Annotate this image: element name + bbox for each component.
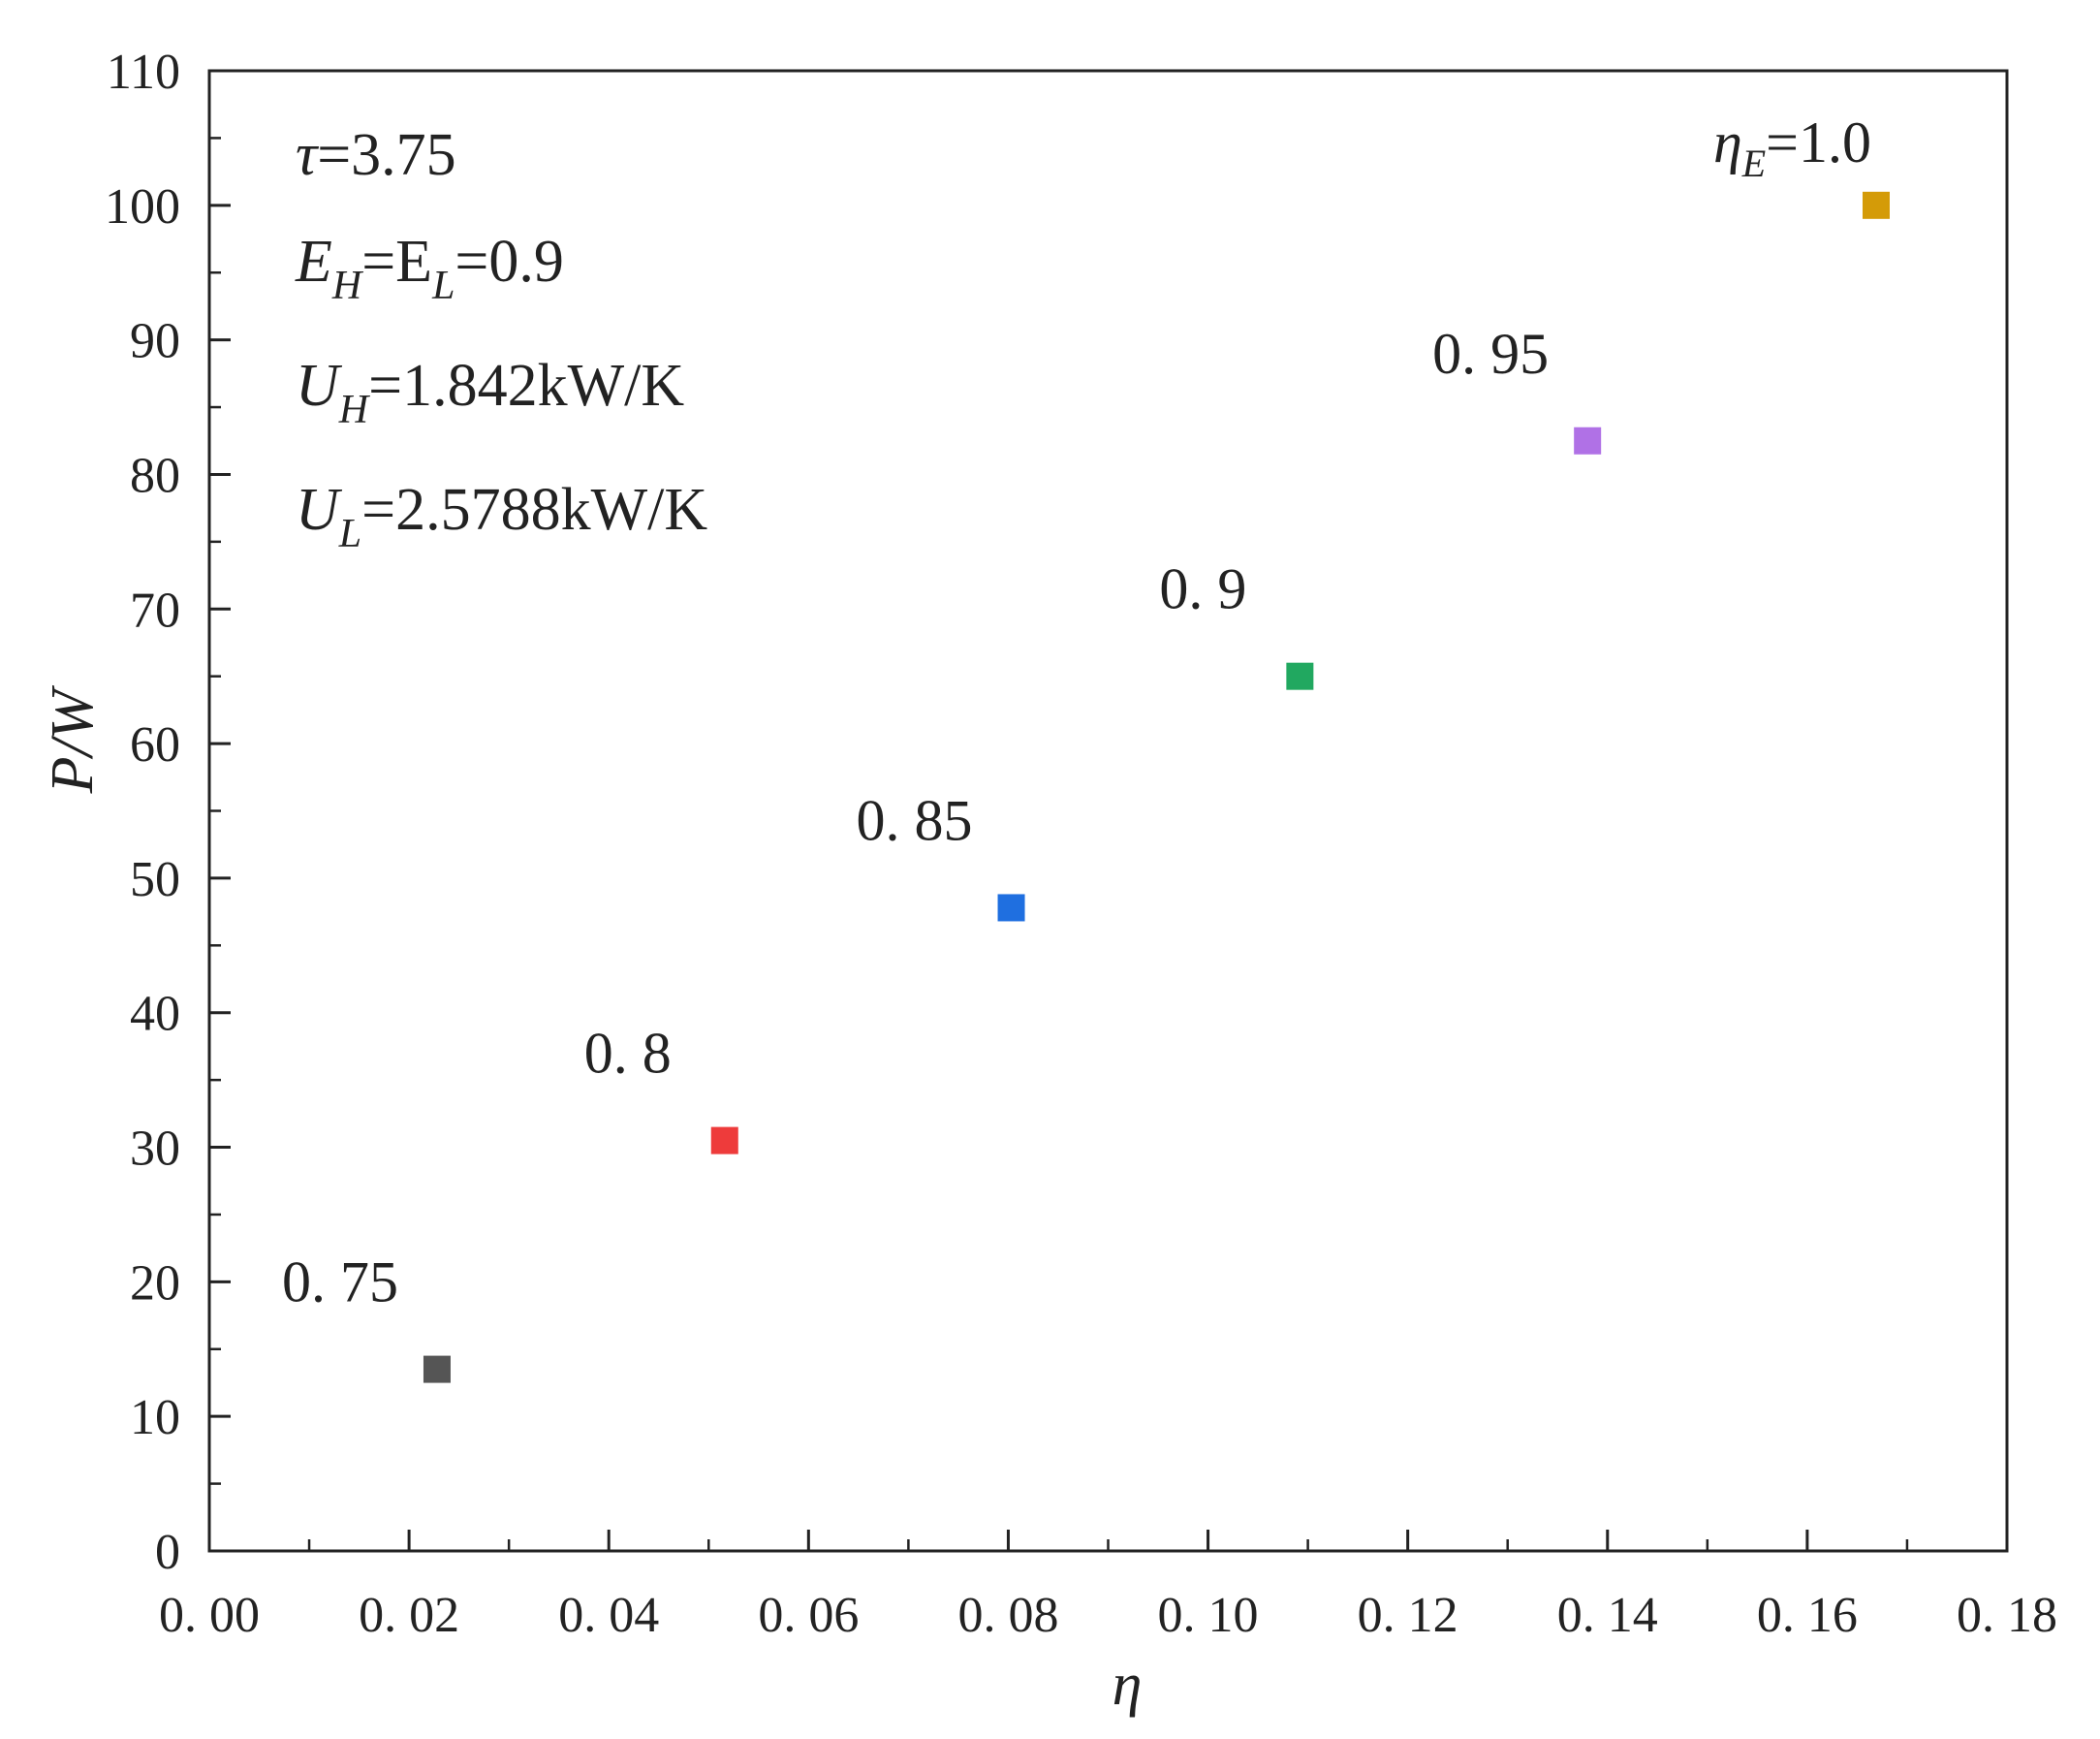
x-tick-label: 0. 04 xyxy=(558,1588,659,1643)
y-tick-label: 90 xyxy=(130,314,180,369)
y-tick-label: 30 xyxy=(130,1122,180,1177)
data-point xyxy=(423,1355,451,1383)
x-tick-label: 0. 12 xyxy=(1358,1588,1458,1643)
x-tick-label: 0. 14 xyxy=(1557,1588,1658,1643)
point-label: 0. 95 xyxy=(1432,322,1549,386)
data-point xyxy=(1862,191,1890,219)
point-label: 0. 85 xyxy=(857,788,973,852)
y-tick-label: 60 xyxy=(130,717,180,773)
x-tick-label: 0. 02 xyxy=(359,1588,459,1643)
y-tick-label: 110 xyxy=(107,45,180,100)
data-point xyxy=(1574,427,1602,455)
point-label: 0. 75 xyxy=(282,1250,398,1314)
data-point xyxy=(1286,662,1314,690)
x-tick-label: 0. 18 xyxy=(1957,1588,2057,1643)
data-point xyxy=(997,894,1025,922)
parameter-annotations: τ=3.75 EH=EL=0.9 UH=1.842kW/K UL=2.5788kW/K xyxy=(295,122,707,556)
point-label: ηE=1.0 xyxy=(1713,111,1871,185)
y-tick-label: 10 xyxy=(130,1390,180,1445)
y-axis-title: P/W xyxy=(40,684,106,794)
x-axis-title: η xyxy=(1113,1652,1143,1718)
annotation-line: UH=1.842kW/K xyxy=(296,353,684,432)
data-points: 0. 75 0. 8 0. 85 0. 9 0. 95 ηE=1.0 xyxy=(282,111,1890,1383)
y-axis-ticks: 0 10 20 30 40 50 60 70 80 90 100 110 xyxy=(105,45,231,1580)
y-tick-label: 100 xyxy=(105,179,180,235)
x-tick-label: 0. 00 xyxy=(159,1588,260,1643)
data-point xyxy=(710,1126,738,1154)
y-tick-label: 50 xyxy=(130,852,180,907)
annotation-line: τ=3.75 xyxy=(296,122,456,188)
x-axis-ticks: 0. 00 0. 02 0. 04 0. 06 0. 08 0. 10 0. 12 0. 14… xyxy=(159,1530,2057,1643)
y-tick-label: 0 xyxy=(155,1525,180,1580)
x-tick-label: 0. 06 xyxy=(758,1588,859,1643)
point-label: 0. 9 xyxy=(1159,557,1246,621)
y-tick-label: 70 xyxy=(130,583,180,638)
x-tick-label: 0. 08 xyxy=(957,1588,1058,1643)
y-tick-label: 80 xyxy=(130,448,180,503)
x-tick-label: 0. 16 xyxy=(1757,1588,1858,1643)
y-tick-label: 20 xyxy=(130,1255,180,1311)
point-label: 0. 8 xyxy=(584,1022,672,1086)
x-tick-label: 0. 10 xyxy=(1158,1588,1259,1643)
y-tick-label: 40 xyxy=(130,987,180,1042)
annotation-line: UL=2.5788kW/K xyxy=(296,477,707,556)
annotation-line: EH=EL=0.9 xyxy=(295,229,564,308)
